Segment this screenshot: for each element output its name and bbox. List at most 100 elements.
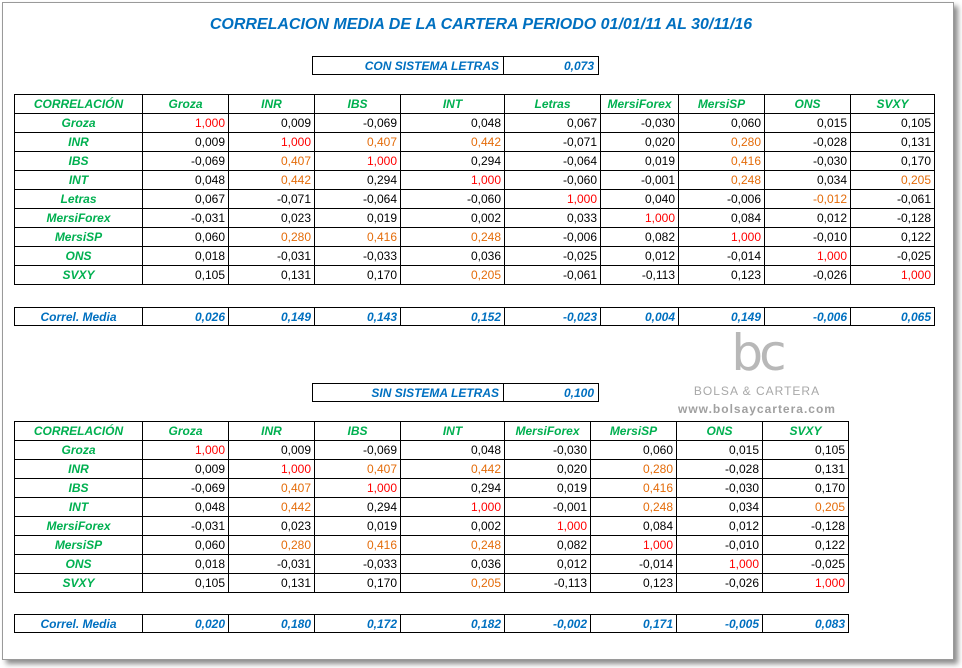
correlation-cell: 0,023 [228, 516, 315, 536]
row-header-inr: INR [14, 459, 143, 479]
correlation-cell: 0,122 [762, 535, 849, 555]
correlation-cell: -0,060 [504, 170, 601, 190]
correlation-cell: 0,416 [314, 227, 401, 247]
table-row: Groza 1,000 0,009 -0,069 0,048 -0,030 0,060 0,0… [14, 440, 849, 460]
correlation-cell: 0,280 [228, 535, 315, 555]
correlation-cell: -0,012 [764, 189, 851, 209]
correlation-cell: 0,082 [600, 227, 679, 247]
bc-logo-mark: bc [731, 324, 786, 382]
correlation-cell: 0,018 [142, 246, 229, 266]
summary-value: 0,100 [503, 383, 599, 402]
correlation-cell: 0,294 [400, 151, 505, 171]
mean-value-mersiforex: 0,004 [600, 307, 679, 326]
correlation-cell: 0,442 [228, 170, 315, 190]
column-header-inr: INR [228, 421, 315, 441]
page-title: CORRELACION MEDIA DE LA CARTERA PERIODO … [209, 16, 753, 33]
correlation-cell: 0,248 [400, 535, 505, 555]
column-header-mersiforex: MersiForex [600, 94, 679, 114]
correlation-matrix-without-letras: CORRELACIÓN Groza INR IBS INT MersiForex Mersi… [14, 421, 849, 593]
mean-value-mersiforex: -0,002 [504, 614, 591, 633]
row-header-int: INT [14, 497, 143, 517]
correlation-cell: 1,000 [850, 265, 935, 285]
table-row: MersiSP 0,060 0,280 0,416 0,248 -0,006 0,082 1,… [14, 227, 935, 247]
row-header-letras: Letras [14, 189, 143, 209]
correlation-cell: 0,012 [600, 246, 679, 266]
correlation-cell: -0,061 [850, 189, 935, 209]
correlation-cell: 0,294 [400, 478, 505, 498]
correlation-cell: -0,030 [676, 478, 763, 498]
correlation-cell: 0,019 [314, 516, 401, 536]
column-header-int: INT [400, 421, 505, 441]
correlation-cell: -0,031 [228, 246, 315, 266]
row-header-mersiforex: MersiForex [14, 516, 143, 536]
correlation-cell: 0,407 [228, 478, 315, 498]
mean-value-groza: 0,020 [142, 614, 229, 633]
table-row: SVXY 0,105 0,131 0,170 0,205 -0,061 -0,113 0,12… [14, 265, 935, 285]
correlation-cell: 0,060 [142, 227, 229, 247]
correlation-cell: 0,205 [762, 497, 849, 517]
column-header-groza: Groza [142, 421, 229, 441]
correlation-cell: -0,026 [764, 265, 851, 285]
row-header-ibs: IBS [14, 151, 143, 171]
correlation-matrix-with-letras: CORRELACIÓN Groza INR IBS INT Letras MersiFore… [14, 94, 935, 285]
correlation-cell: 0,294 [314, 497, 401, 517]
mean-value-ons: -0,006 [764, 307, 851, 326]
correlation-cell: 0,170 [314, 573, 401, 593]
mean-value-int: 0,182 [400, 614, 505, 633]
table-row: INR 0,009 1,000 0,407 0,442 -0,071 0,020 0,280-… [14, 132, 935, 152]
correlation-cell: 0,034 [676, 497, 763, 517]
correlation-cell: 0,170 [850, 151, 935, 171]
correlation-cell: 0,067 [142, 189, 229, 209]
correlation-cell: 0,060 [678, 113, 765, 133]
column-header-ibs: IBS [314, 421, 401, 441]
correlation-cell: 0,442 [400, 459, 505, 479]
correlation-cell: -0,031 [228, 554, 315, 574]
correlation-cell: 0,131 [850, 132, 935, 152]
correlation-cell: 0,105 [850, 113, 935, 133]
correlation-cell: 1,000 [764, 246, 851, 266]
correlation-cell: 0,012 [676, 516, 763, 536]
column-header-svxy: SVXY [850, 94, 935, 114]
correlation-cell: 0,009 [142, 459, 229, 479]
correlation-cell: 0,131 [228, 265, 315, 285]
correlation-cell: 0,018 [142, 554, 229, 574]
mean-value-inr: 0,180 [228, 614, 315, 633]
table-row: MersiForex -0,031 0,023 0,019 0,002 1,000 0,08… [14, 516, 849, 536]
correlation-cell: -0,010 [676, 535, 763, 555]
correlation-cell: 0,084 [678, 208, 765, 228]
correlation-cell: -0,001 [600, 170, 679, 190]
table-row: MersiForex -0,031 0,023 0,019 0,002 0,033 1,00… [14, 208, 935, 228]
column-header-ons: ONS [764, 94, 851, 114]
mean-value-letras: -0,023 [504, 307, 601, 326]
mean-value-svxy: 0,065 [850, 307, 935, 326]
correlation-cell: 1,000 [314, 151, 401, 171]
correlation-cell: -0,030 [764, 151, 851, 171]
correlation-cell: 0,040 [600, 189, 679, 209]
mean-label: Correl. Media [14, 307, 143, 326]
correlation-cell: 0,002 [400, 516, 505, 536]
mean-value-svxy: 0,083 [762, 614, 849, 633]
correlation-cell: 0,416 [590, 478, 677, 498]
correlation-cell: 0,294 [314, 170, 401, 190]
correlation-cell: -0,060 [400, 189, 505, 209]
table-row: ONS 0,018 -0,031 -0,033 0,036 -0,025 0,012 -0,0… [14, 246, 935, 266]
correlation-cell: -0,113 [504, 573, 591, 593]
correlation-cell: -0,128 [762, 516, 849, 536]
correlation-cell: 0,407 [228, 151, 315, 171]
correlation-cell: -0,006 [504, 227, 601, 247]
summary-without-letras: SIN SISTEMA LETRAS 0,100 [312, 383, 599, 402]
correlation-cell: 0,034 [764, 170, 851, 190]
column-header-ons: ONS [676, 421, 763, 441]
correlation-cell: 0,123 [678, 265, 765, 285]
correlation-cell: -0,031 [142, 208, 229, 228]
correlation-cell: 0,020 [600, 132, 679, 152]
correlation-cell: 0,019 [314, 208, 401, 228]
logo-brand-name: BOLSA & CARTERA [693, 384, 821, 398]
correlation-cell: 1,000 [678, 227, 765, 247]
column-header-int: INT [400, 94, 505, 114]
correlation-cell: 0,122 [850, 227, 935, 247]
correlation-cell: -0,010 [764, 227, 851, 247]
correlation-cell: 0,020 [504, 459, 591, 479]
mean-value-ibs: 0,143 [314, 307, 401, 326]
correlation-cell: 0,248 [400, 227, 505, 247]
